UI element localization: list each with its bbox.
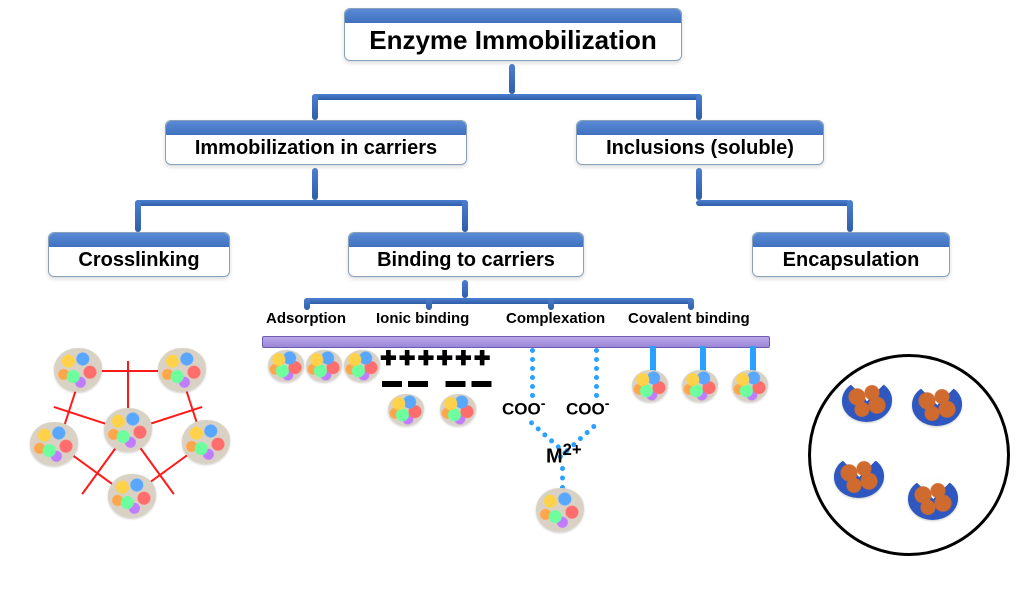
covalent-bond <box>750 346 756 372</box>
node-label: Crosslinking <box>78 249 199 271</box>
connector-v <box>696 168 702 200</box>
covalent-bond <box>700 346 706 372</box>
protein-blob <box>344 350 380 382</box>
protein-blob <box>732 370 768 402</box>
protein-blob <box>908 478 958 520</box>
connector-h <box>135 200 468 206</box>
node-binding-to-carriers: Binding to carriers <box>348 232 584 277</box>
protein-blob <box>158 348 206 392</box>
node-immobilization-in-carriers: Immobilization in carriers <box>165 120 467 165</box>
protein-blob <box>912 384 962 426</box>
protein-blob <box>842 380 892 422</box>
connector-h <box>304 298 694 304</box>
node-crosslinking: Crosslinking <box>48 232 230 277</box>
minus-row: ▬▬ ▬▬ <box>382 374 498 388</box>
connector-v <box>462 200 468 232</box>
label-covalent-binding: Covalent binding <box>628 310 750 327</box>
diagram-root: { "diagram": { "type": "tree", "backgrou… <box>0 0 1024 593</box>
dash-line <box>530 348 535 398</box>
connector-v <box>696 94 702 120</box>
dash-line <box>594 348 599 398</box>
label-adsorption: Adsorption <box>266 310 346 327</box>
node-label: Inclusions (soluble) <box>606 137 794 159</box>
plus-row: ✚✚✚✚✚✚ <box>380 352 493 366</box>
protein-blob <box>182 420 230 464</box>
capsule-ring <box>808 354 1010 556</box>
metal-label: M2+ <box>546 440 582 469</box>
connector-v <box>426 298 432 310</box>
protein-blob <box>440 394 476 426</box>
connector-v <box>135 200 141 232</box>
connector-v <box>304 298 310 310</box>
protein-blob <box>108 474 156 518</box>
node-inclusions: Inclusions (soluble) <box>576 120 824 165</box>
node-label: Binding to carriers <box>377 249 555 271</box>
connector-v <box>688 298 694 310</box>
protein-blob <box>54 348 102 392</box>
label-ionic-binding: Ionic binding <box>376 310 469 327</box>
label-complexation: Complexation <box>506 310 605 327</box>
coo-label-right: COO- <box>566 396 609 420</box>
connector-v <box>312 168 318 200</box>
connector-v <box>509 64 515 94</box>
connector-v <box>548 298 554 310</box>
protein-blob <box>30 422 78 466</box>
dash-line <box>560 466 565 490</box>
protein-blob <box>682 370 718 402</box>
covalent-bond <box>650 346 656 372</box>
node-label: Encapsulation <box>783 249 920 271</box>
connector-v <box>462 280 468 298</box>
carrier-bar <box>262 336 770 348</box>
protein-blob <box>834 456 884 498</box>
connector-h <box>312 94 702 100</box>
protein-blob <box>268 350 304 382</box>
connector-v <box>312 94 318 120</box>
connector-v <box>847 200 853 232</box>
protein-blob <box>536 488 584 532</box>
node-label: Immobilization in carriers <box>195 137 437 159</box>
protein-blob <box>388 394 424 426</box>
node-root: Enzyme Immobilization <box>344 8 682 61</box>
node-label: Enzyme Immobilization <box>369 25 657 55</box>
protein-blob <box>632 370 668 402</box>
connector-h <box>696 200 850 206</box>
protein-blob <box>104 408 152 452</box>
node-encapsulation: Encapsulation <box>752 232 950 277</box>
protein-blob <box>306 350 342 382</box>
coo-label-left: COO- <box>502 396 545 420</box>
